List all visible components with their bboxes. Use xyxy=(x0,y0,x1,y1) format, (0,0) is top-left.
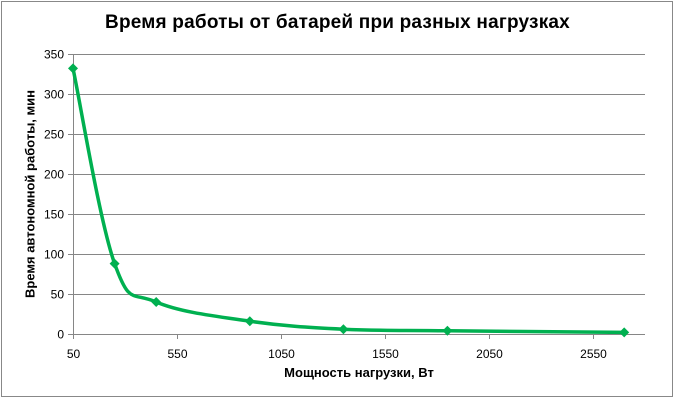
y-tick-label: 250 xyxy=(44,128,64,142)
diamond-marker xyxy=(68,63,78,74)
chart-title: Время работы от батарей при разных нагру… xyxy=(105,12,570,33)
x-tick-label: 1050 xyxy=(268,347,295,361)
y-tick-label: 150 xyxy=(44,208,64,222)
y-tick-label: 0 xyxy=(57,328,64,342)
diamond-marker xyxy=(442,325,453,336)
x-axis-label: Мощность нагрузки, Вт xyxy=(284,365,434,380)
x-tick-label: 50 xyxy=(67,347,81,361)
y-tick-label: 100 xyxy=(44,248,64,262)
x-tick-label: 1550 xyxy=(372,347,399,361)
diamond-marker xyxy=(151,297,162,307)
data-markers xyxy=(68,63,630,338)
diamond-marker xyxy=(244,316,255,327)
diamond-marker xyxy=(338,324,349,335)
y-tick-label: 50 xyxy=(51,288,65,302)
y-tick-label: 350 xyxy=(44,48,64,62)
x-tick-label: 2550 xyxy=(580,347,607,361)
x-tick-label: 550 xyxy=(167,347,187,361)
gridlines xyxy=(73,54,645,295)
series-line xyxy=(71,66,626,335)
diamond-marker xyxy=(619,327,630,338)
x-tick-label: 2050 xyxy=(476,347,503,361)
diamond-marker xyxy=(109,258,120,269)
y-tick-label: 300 xyxy=(44,88,64,102)
axes xyxy=(68,54,645,339)
y-tick-label: 200 xyxy=(44,168,64,182)
